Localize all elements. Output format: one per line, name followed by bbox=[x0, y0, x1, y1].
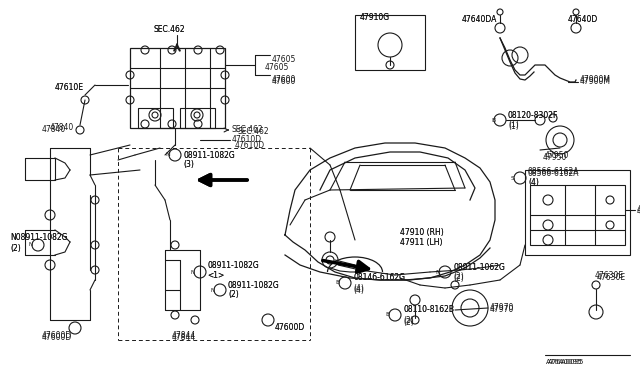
Text: 47610D: 47610D bbox=[235, 141, 265, 150]
Text: N08911-1082G: N08911-1082G bbox=[10, 234, 67, 243]
Text: N: N bbox=[191, 269, 195, 275]
Text: SEC.462: SEC.462 bbox=[153, 26, 184, 35]
Text: 08911-1062G: 08911-1062G bbox=[453, 263, 505, 272]
Text: (4): (4) bbox=[353, 285, 364, 295]
Text: (3): (3) bbox=[183, 160, 194, 170]
Text: N: N bbox=[166, 153, 170, 157]
Bar bbox=[355, 15, 425, 70]
Text: S: S bbox=[511, 176, 515, 180]
Text: (2): (2) bbox=[403, 317, 413, 327]
Text: 47911 (LH): 47911 (LH) bbox=[400, 238, 442, 247]
Text: 47900M: 47900M bbox=[580, 77, 611, 87]
Text: (2): (2) bbox=[228, 291, 239, 299]
Text: B: B bbox=[386, 312, 390, 317]
Text: 47600D: 47600D bbox=[275, 324, 305, 333]
Text: (2): (2) bbox=[403, 315, 413, 324]
Text: 47950: 47950 bbox=[545, 151, 570, 160]
Bar bbox=[138, 108, 173, 128]
Text: (1): (1) bbox=[508, 121, 519, 129]
Text: 47640D: 47640D bbox=[568, 16, 598, 25]
Text: 47600D: 47600D bbox=[275, 324, 305, 333]
Bar bbox=[130, 48, 225, 128]
Text: 47640DA: 47640DA bbox=[462, 16, 497, 25]
Text: SEC.462: SEC.462 bbox=[153, 26, 184, 35]
Text: 47910G: 47910G bbox=[360, 13, 390, 22]
Text: 47970: 47970 bbox=[490, 304, 515, 312]
Text: 08566-6162A: 08566-6162A bbox=[528, 169, 579, 177]
Text: (4): (4) bbox=[528, 177, 539, 186]
Text: (4): (4) bbox=[353, 283, 364, 292]
Text: 47640D: 47640D bbox=[568, 16, 598, 25]
Text: N: N bbox=[211, 288, 215, 292]
Text: 47610E: 47610E bbox=[55, 83, 84, 93]
Text: 08911-1082G: 08911-1082G bbox=[228, 280, 280, 289]
Text: 47850: 47850 bbox=[637, 205, 640, 215]
Text: 47610D: 47610D bbox=[232, 135, 262, 144]
Text: (2): (2) bbox=[453, 273, 464, 282]
Text: (3): (3) bbox=[183, 160, 194, 170]
Text: 47911 (LH): 47911 (LH) bbox=[400, 238, 442, 247]
Text: 47850: 47850 bbox=[637, 208, 640, 217]
Text: 08911-1082G: 08911-1082G bbox=[183, 151, 235, 160]
Text: 08911-1082G: 08911-1082G bbox=[207, 260, 259, 269]
Text: 08911-1062G: 08911-1062G bbox=[453, 263, 505, 272]
Text: (2): (2) bbox=[10, 244, 20, 253]
Bar bbox=[530, 185, 625, 245]
Text: 08146-6162G: 08146-6162G bbox=[353, 273, 405, 282]
Text: 47844: 47844 bbox=[172, 330, 196, 340]
Text: (2): (2) bbox=[228, 291, 239, 299]
Text: 47600: 47600 bbox=[272, 77, 296, 87]
Text: (2): (2) bbox=[453, 273, 464, 282]
Text: N08911-1082G: N08911-1082G bbox=[10, 234, 67, 243]
Text: A76A0095: A76A0095 bbox=[546, 359, 582, 365]
Text: <1>: <1> bbox=[207, 270, 224, 279]
Text: 47910G: 47910G bbox=[360, 13, 390, 22]
Text: 08120-8302F: 08120-8302F bbox=[508, 110, 558, 119]
Text: <1>: <1> bbox=[207, 270, 224, 279]
Text: 47970: 47970 bbox=[490, 305, 515, 314]
Text: 47600D: 47600D bbox=[42, 330, 72, 340]
Text: 47600: 47600 bbox=[272, 76, 296, 84]
Text: 08110-8162B: 08110-8162B bbox=[403, 305, 454, 314]
Text: 47630E: 47630E bbox=[597, 273, 626, 282]
Text: 08566-6162A: 08566-6162A bbox=[528, 167, 579, 176]
Text: 47610E: 47610E bbox=[55, 83, 84, 93]
Text: N: N bbox=[436, 269, 440, 275]
Text: SEC.462: SEC.462 bbox=[237, 128, 269, 137]
Text: 47844: 47844 bbox=[172, 333, 196, 341]
Text: 47840: 47840 bbox=[50, 124, 74, 132]
Text: (4): (4) bbox=[528, 179, 539, 187]
Text: N: N bbox=[29, 243, 33, 247]
Text: 47630E: 47630E bbox=[595, 270, 624, 279]
Text: 08146-6162G: 08146-6162G bbox=[353, 273, 405, 282]
Text: 47910 (RH): 47910 (RH) bbox=[400, 228, 444, 237]
Text: (1): (1) bbox=[508, 122, 519, 131]
Bar bbox=[525, 170, 630, 255]
Text: 08911-1082G: 08911-1082G bbox=[228, 280, 280, 289]
Text: 47640DA: 47640DA bbox=[462, 16, 497, 25]
Text: 47900M: 47900M bbox=[580, 76, 611, 84]
Text: 47600D: 47600D bbox=[42, 333, 72, 341]
Text: 47605: 47605 bbox=[272, 55, 296, 64]
Text: B: B bbox=[336, 280, 340, 285]
Text: 08911-1082G: 08911-1082G bbox=[207, 260, 259, 269]
Text: 47840: 47840 bbox=[42, 125, 67, 135]
Text: (2): (2) bbox=[10, 244, 20, 253]
Text: 08911-1082G: 08911-1082G bbox=[183, 151, 235, 160]
Text: B: B bbox=[491, 118, 495, 122]
Text: 47950: 47950 bbox=[543, 153, 568, 161]
Text: 47910 (RH): 47910 (RH) bbox=[400, 228, 444, 237]
Text: 47605: 47605 bbox=[265, 62, 289, 71]
Text: 08120-8302F: 08120-8302F bbox=[508, 110, 558, 119]
Text: A76A0095: A76A0095 bbox=[548, 359, 584, 365]
Text: SEC.462: SEC.462 bbox=[232, 125, 264, 135]
Text: 08110-8162B: 08110-8162B bbox=[403, 305, 454, 314]
Bar bbox=[180, 108, 215, 128]
